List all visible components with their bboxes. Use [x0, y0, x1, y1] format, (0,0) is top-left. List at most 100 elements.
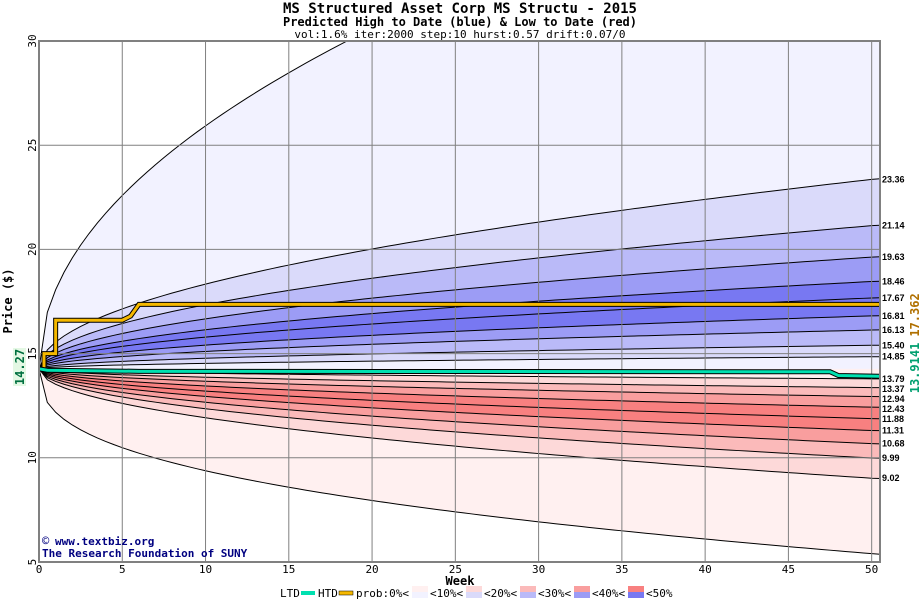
y-axis-ticks: 5 10 15 20 25 30: [26, 34, 39, 565]
low-band: [39, 368, 880, 388]
percentile-curve: [39, 368, 880, 420]
percentile-end-label: 18.46: [882, 276, 905, 286]
percentile-end-label: 11.31: [882, 425, 904, 435]
x-tick-label: 10: [199, 563, 212, 576]
credits-site[interactable]: www.textbiz.org: [55, 535, 154, 548]
percentile-curve: [39, 368, 880, 480]
percentile-curve: [39, 344, 880, 370]
percentile-curve: [39, 368, 880, 432]
low-band: [39, 368, 880, 479]
percentile-curve: [39, 178, 880, 370]
x-tick-label: 5: [119, 563, 126, 576]
legend: LTD HTD prob:0%< <10%< <20%< <30%< <40%< <50…: [280, 586, 673, 600]
plot-border: [38, 40, 881, 563]
high-band: [39, 41, 880, 369]
y-axis-label: Price ($): [1, 268, 15, 333]
percentile-curve: [39, 356, 880, 370]
percentile-end-label: 9.02: [882, 473, 900, 483]
percentile-curve: [39, 368, 880, 389]
percentile-end-label: 17.67: [882, 293, 905, 303]
x-tick-label: 15: [282, 563, 295, 576]
y-tick-label: 30: [26, 34, 39, 47]
legend-htd-swatch: [338, 590, 354, 596]
legend-ltd-swatch: [301, 591, 315, 595]
percentile-curve: [39, 315, 880, 370]
chart-subtitle: Predicted High to Date (blue) & Low to D…: [283, 15, 637, 29]
percentile-end-label: 13.37: [882, 384, 905, 394]
start-price-bg: [13, 348, 26, 386]
series-lines: [38, 301, 881, 379]
htd-end-label: 17.362: [908, 293, 920, 336]
legend-red-swatch: [628, 586, 644, 592]
x-tick-label: 0: [36, 563, 43, 576]
low-band: [39, 368, 880, 555]
percentile-end-label: 16.13: [882, 325, 905, 335]
y-tick-label: 5: [26, 559, 39, 566]
legend-blue-swatch: [412, 592, 428, 598]
legend-red-swatch: [466, 586, 482, 592]
legend-bin-label: <40%<: [592, 587, 625, 600]
ltd-end-label: 13.9141: [908, 343, 920, 394]
legend-red-swatch: [520, 586, 536, 592]
high-band: [39, 315, 880, 369]
high-band: [39, 178, 880, 369]
legend-bin-label: <20%<: [484, 587, 517, 600]
legend-ltd-label: LTD: [280, 587, 300, 600]
percentile-end-label: 19.63: [882, 252, 905, 262]
ltd-line: [38, 367, 881, 378]
high-band: [39, 356, 880, 369]
percentile-end-label: 12.43: [882, 404, 905, 414]
high-band: [39, 329, 880, 369]
legend-blue-swatch: [466, 592, 482, 598]
low-band: [39, 368, 880, 431]
percentile-end-label: 13.79: [882, 374, 905, 384]
y-tick-label: 25: [26, 139, 39, 152]
percentile-end-label: 23.36: [882, 174, 905, 184]
percentile-end-label: 10.68: [882, 439, 905, 449]
percentile-curve: [39, 256, 880, 370]
legend-blue-swatch: [628, 592, 644, 598]
x-tick-label: 20: [365, 563, 378, 576]
high-band: [39, 345, 880, 369]
percentile-end-label: 11.88: [882, 414, 904, 424]
y-tick-label: 20: [26, 243, 39, 256]
copyright-icon: ©: [42, 534, 50, 548]
percentile-end-label: 21.14: [882, 221, 905, 231]
percentile-end-label: 9.99: [882, 453, 900, 463]
y-tick-label: 10: [26, 451, 39, 464]
y-tick-label: 15: [26, 347, 39, 360]
legend-bin-label: <30%<: [538, 587, 571, 600]
x-tick-label: 25: [449, 563, 462, 576]
credits-org: The Research Foundation of SUNY: [42, 547, 248, 560]
grid-lines: [39, 41, 880, 562]
low-band: [39, 368, 880, 408]
legend-blue-swatch: [574, 592, 590, 598]
high-band: [39, 225, 880, 369]
low-band: [39, 368, 880, 459]
percentile-end-label: 14.85: [882, 352, 905, 362]
percentile-curve: [39, 368, 880, 398]
percentile-curve: [39, 329, 880, 370]
x-axis-label: Week: [446, 574, 476, 588]
legend-bin-label: <10%<: [430, 587, 463, 600]
legend-blue-swatch: [520, 592, 536, 598]
x-tick-label: 30: [532, 563, 545, 576]
x-tick-label: 45: [782, 563, 795, 576]
legend-red-swatch: [412, 586, 428, 592]
chart-params: vol:1.6% iter:2000 step:10 hurst:0.57 dr…: [294, 28, 625, 41]
legend-prob-label: prob:0%<: [356, 587, 409, 600]
percentile-end-label: 16.81: [882, 311, 905, 321]
x-tick-label: 50: [865, 563, 878, 576]
high-band: [39, 256, 880, 369]
percentile-curve: [39, 224, 880, 370]
x-axis-ticks: 0 5 10 15 20 25 30 35 40 45 50: [36, 563, 879, 576]
percentile-curve: [39, 368, 880, 445]
percentile-curve: [39, 368, 880, 459]
chart-title: MS Structured Asset Corp MS Structu - 20…: [283, 1, 637, 17]
x-tick-label: 40: [699, 563, 712, 576]
percentile-end-label: 12.94: [882, 394, 905, 404]
legend-red-swatch: [574, 586, 590, 592]
percentile-curve: [39, 368, 880, 555]
low-band: [39, 368, 880, 444]
